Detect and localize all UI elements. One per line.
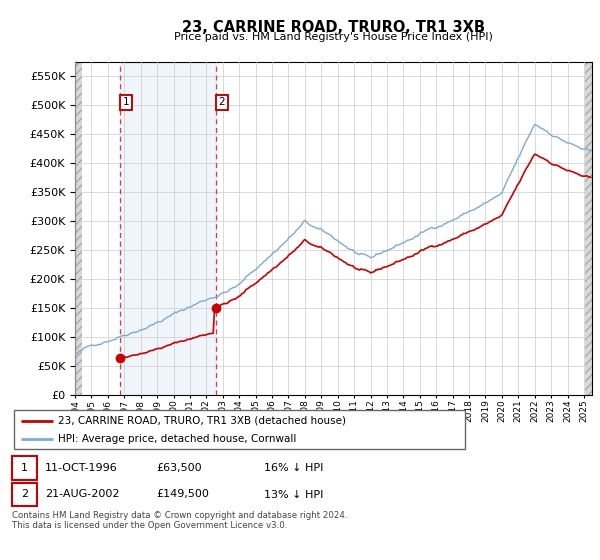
Text: 2: 2: [21, 489, 28, 500]
Text: 16% ↓ HPI: 16% ↓ HPI: [264, 463, 323, 473]
Text: £63,500: £63,500: [156, 463, 202, 473]
Text: Price paid vs. HM Land Registry's House Price Index (HPI): Price paid vs. HM Land Registry's House …: [173, 32, 493, 42]
Text: Contains HM Land Registry data © Crown copyright and database right 2024.
This d: Contains HM Land Registry data © Crown c…: [12, 511, 347, 530]
Text: 2: 2: [218, 97, 225, 107]
Text: 1: 1: [21, 463, 28, 473]
Text: 1: 1: [122, 97, 129, 107]
Text: HPI: Average price, detached house, Cornwall: HPI: Average price, detached house, Corn…: [58, 434, 296, 444]
Text: £149,500: £149,500: [156, 489, 209, 500]
Text: 21-AUG-2002: 21-AUG-2002: [45, 489, 119, 500]
Bar: [120, 62, 216, 395]
Text: 23, CARRINE ROAD, TRURO, TR1 3XB: 23, CARRINE ROAD, TRURO, TR1 3XB: [182, 20, 485, 35]
FancyBboxPatch shape: [14, 410, 465, 449]
Text: 11-OCT-1996: 11-OCT-1996: [45, 463, 118, 473]
Bar: [75, 62, 82, 395]
Text: 23, CARRINE ROAD, TRURO, TR1 3XB (detached house): 23, CARRINE ROAD, TRURO, TR1 3XB (detach…: [58, 416, 346, 426]
Text: 13% ↓ HPI: 13% ↓ HPI: [264, 489, 323, 500]
Bar: [586, 62, 592, 395]
